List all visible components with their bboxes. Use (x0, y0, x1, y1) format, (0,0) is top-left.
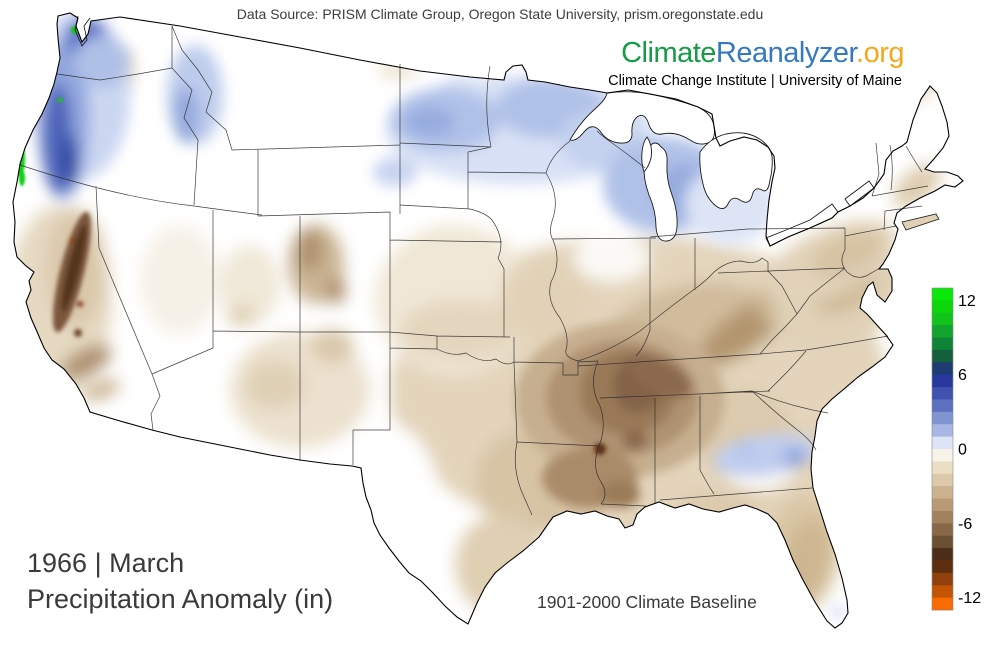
colorbar-tick-label: 12 (958, 293, 976, 310)
puget-sound-inlets (74, 15, 91, 47)
colorbar-segment (932, 349, 953, 363)
colorbar-segment (932, 548, 953, 561)
colorbar-segment (932, 374, 953, 388)
lake-superior (569, 91, 715, 145)
colorbar-segment (932, 312, 953, 326)
us-outline (12, 12, 964, 629)
colorbar-tick-label: -12 (958, 590, 981, 607)
colorbar-frame (931, 287, 954, 611)
lake-huron (699, 132, 773, 209)
colorbar-segment (932, 461, 953, 475)
brand-logo-reanalyzer: Reanalyzer (715, 37, 857, 69)
colorbar-tick-label: 6 (958, 367, 967, 384)
colorbar-tick-label: 0 (958, 442, 967, 459)
green-bay (641, 136, 652, 173)
data-source-caption: Data Source: PRISM Climate Group, Oregon… (236, 6, 764, 22)
colorbar-segment (932, 510, 953, 524)
deficit-core-blobs (515, 322, 725, 508)
baseline-caption: 1901-2000 Climate Baseline (537, 592, 757, 612)
map-title-variable: Precipitation Anomaly (in) (27, 584, 334, 614)
colorbar-segment (932, 449, 953, 462)
colorbar-segment (932, 325, 953, 338)
colorbar-segment (932, 498, 953, 512)
colorbar-segment (932, 288, 953, 301)
institute-caption: Climate Change Institute | University of… (608, 73, 902, 89)
colorbar-segment (932, 436, 953, 450)
colorbar-segment (932, 387, 953, 400)
colorbar-segment (932, 585, 953, 599)
colorbar-segment (932, 572, 953, 586)
brand-logo-org: .org (856, 37, 904, 69)
colorbar-segment (932, 535, 953, 549)
colorbar-segment (932, 560, 953, 574)
colorbar-segment (932, 362, 953, 376)
colorbar-segment (932, 523, 953, 537)
colorbar: 12 6 0 -6 -12 (931, 287, 981, 611)
brand-logo: ClimateReanalyzer.org (621, 37, 904, 70)
colorbar-tick-label: -6 (958, 516, 972, 533)
colorbar-segment (932, 424, 953, 438)
colorbar-segment (932, 411, 953, 425)
colorbar-segment (932, 473, 953, 487)
state-borders (19, 25, 929, 516)
colorbar-segment (932, 399, 953, 413)
map-title-date: 1966 | March (27, 548, 185, 578)
great-lakes (569, 91, 875, 247)
colorbar-segment (932, 337, 953, 351)
lake-ontario (844, 180, 875, 207)
colorbar-segment (932, 300, 953, 314)
brand-logo-climate: Climate (621, 37, 716, 69)
colorbar-segment (932, 597, 953, 611)
long-island (901, 213, 940, 231)
colorbar-segment (932, 486, 953, 499)
